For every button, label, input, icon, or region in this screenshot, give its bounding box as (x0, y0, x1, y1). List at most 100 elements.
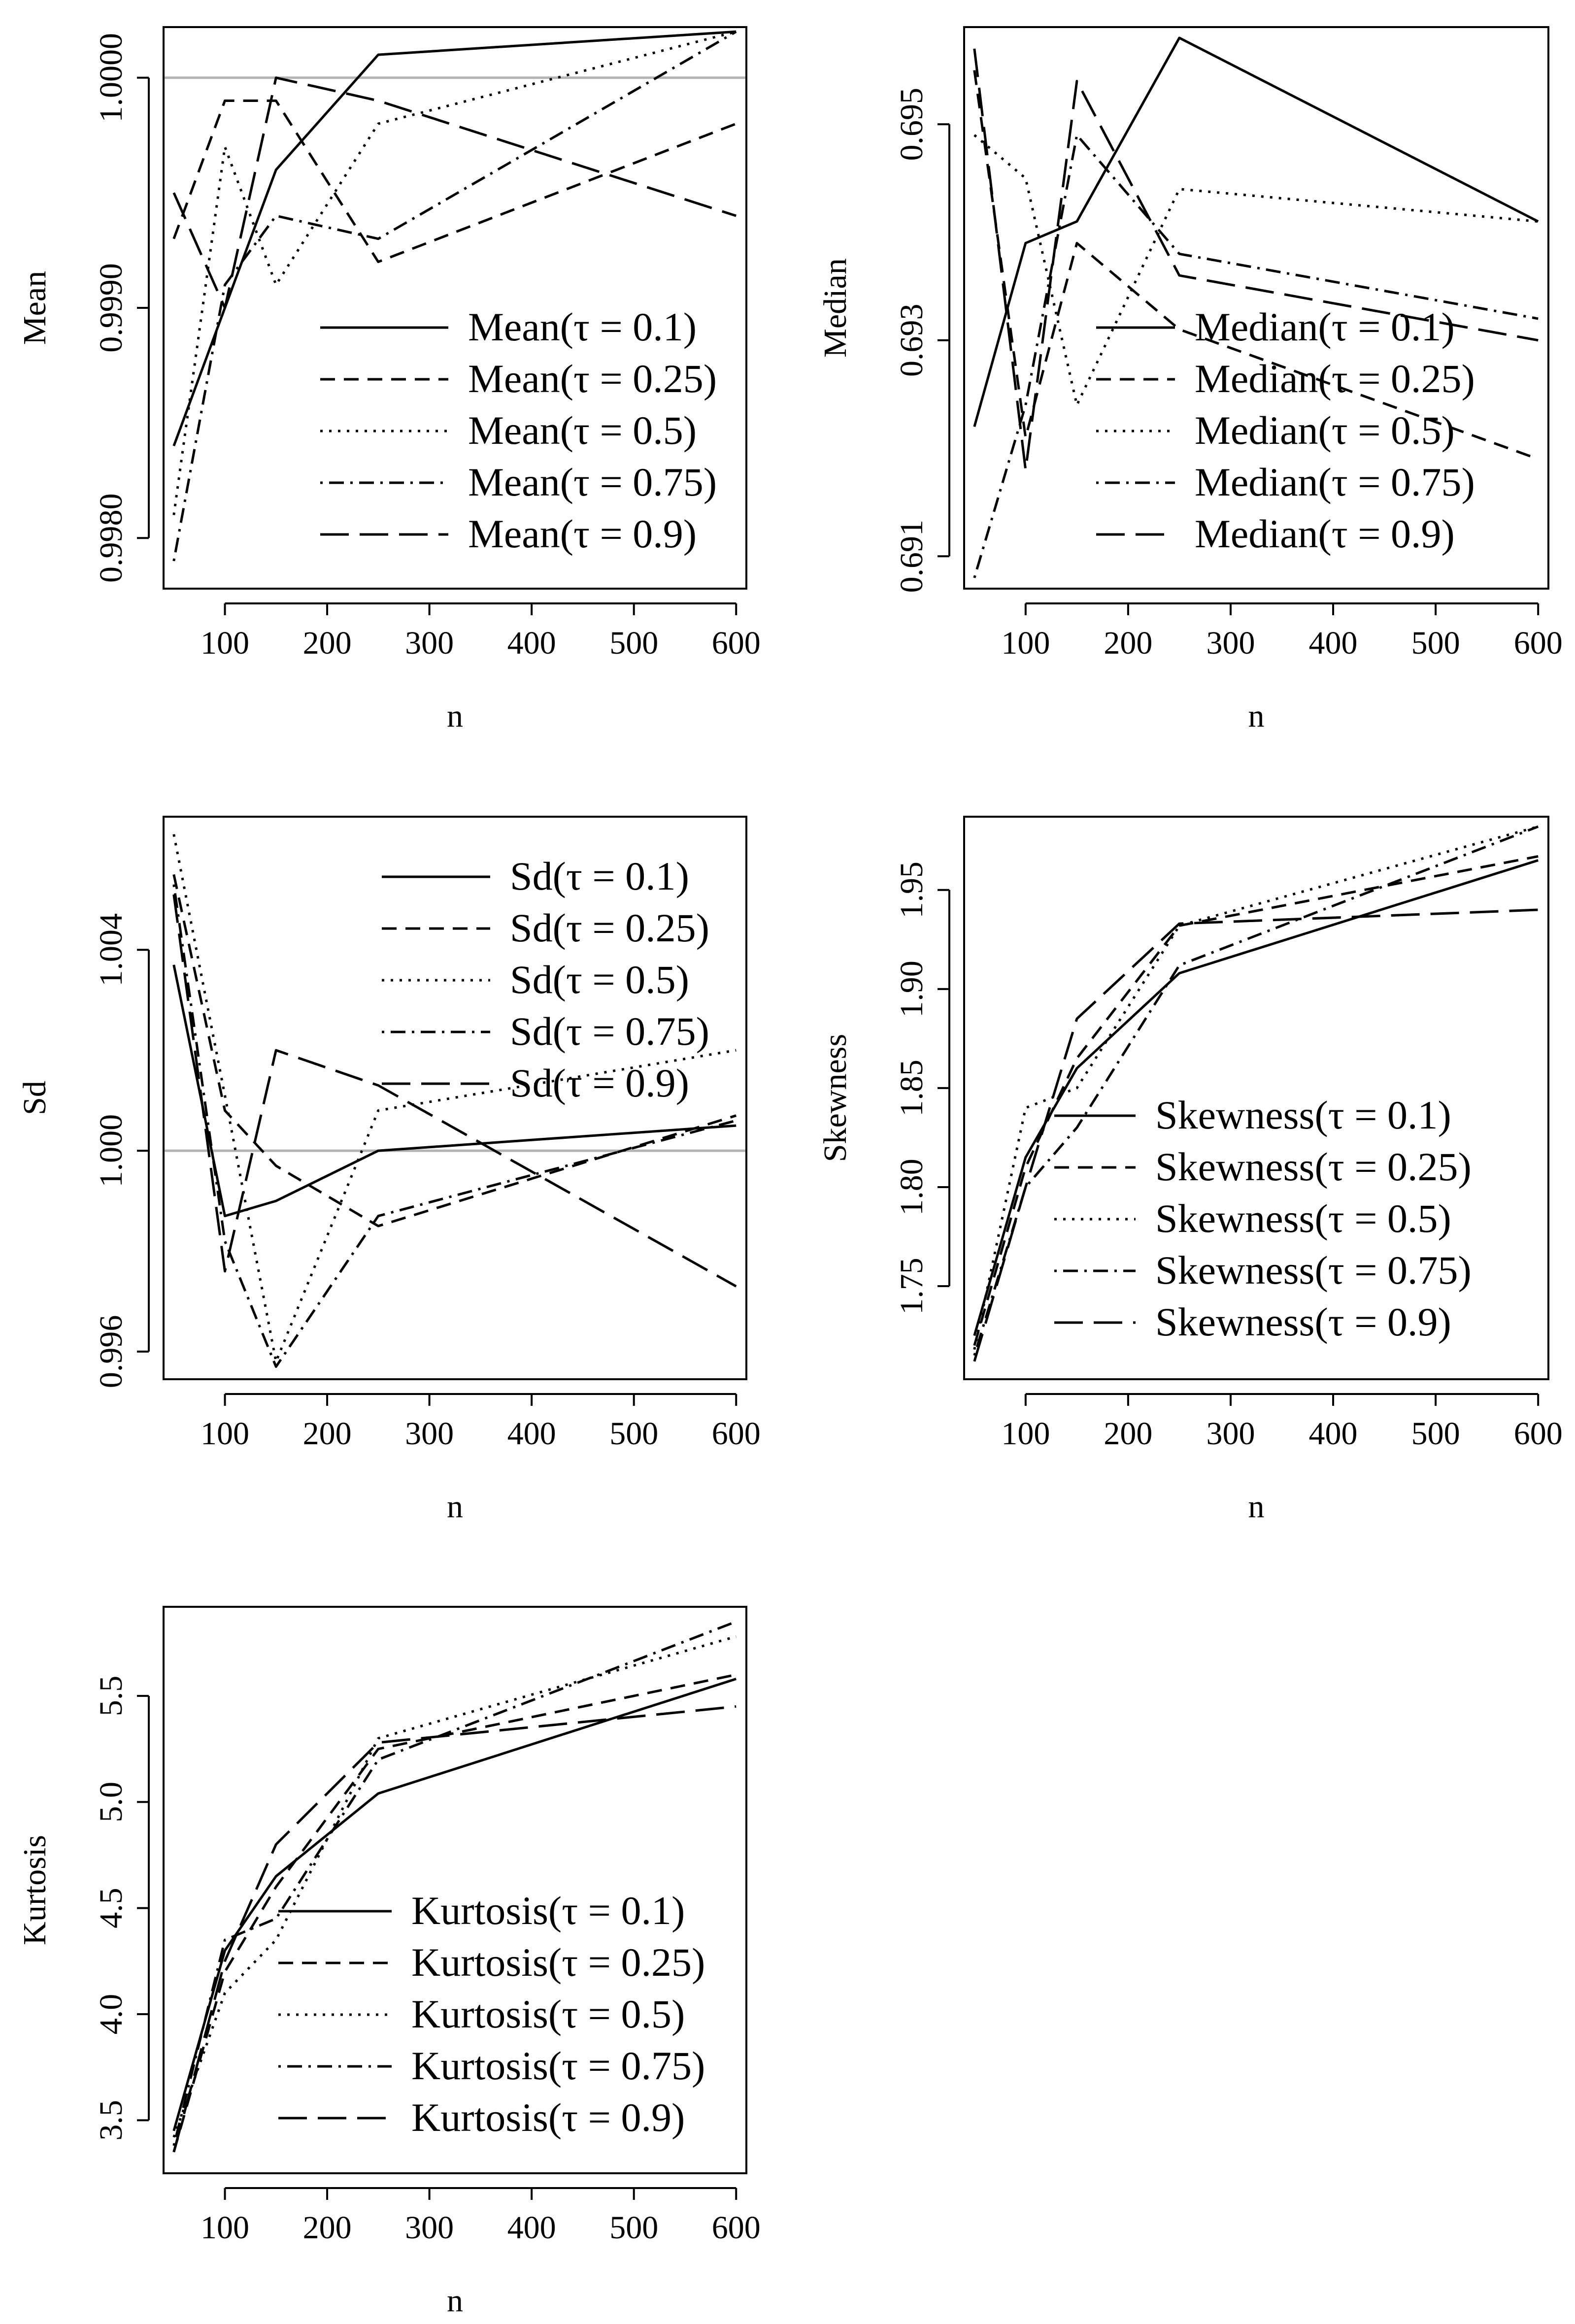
legend-label: Median(τ = 0.9) (1195, 511, 1455, 556)
series-line-kurtosis-1 (172, 1673, 737, 2153)
y-axis-title: Mean (17, 271, 53, 345)
series-line-sd-3 (172, 884, 737, 1368)
y-tick-label: 1.0000 (93, 33, 129, 123)
series-line-mean-1 (172, 100, 737, 264)
y-tick-label: 5.5 (93, 1676, 129, 1717)
x-tick-label: 400 (507, 1416, 556, 1452)
x-tick-label: 200 (303, 2210, 352, 2246)
panel-skewness: 100 200 300 400 500 600 n 1.75 1.80 1.85 1.90 1.95 S… (817, 816, 1563, 1525)
y-tick-label: 5.0 (93, 1782, 129, 1823)
y-axis-title: Skewness (817, 1034, 853, 1162)
x-tick-label: 100 (201, 1416, 249, 1452)
legend-label: Kurtosis(τ = 0.9) (411, 2095, 685, 2140)
legend-label: Skewness(τ = 0.5) (1155, 1196, 1451, 1241)
x-tick-label: 300 (405, 625, 454, 661)
series-line-median-1 (973, 70, 1539, 461)
x-axis-title: n (447, 698, 463, 734)
legend-label: Skewness(τ = 0.1) (1155, 1093, 1451, 1137)
legend-label: Median(τ = 0.5) (1195, 408, 1455, 453)
legend: Sd(τ = 0.1) Sd(τ = 0.25) Sd(τ = 0.5) Sd(τ =… (382, 854, 709, 1105)
series-line-median-4 (973, 48, 1539, 471)
y-tick-label: 1.90 (894, 961, 930, 1017)
y-tick-label: 1.80 (894, 1159, 930, 1216)
series-line-skewness-4 (973, 908, 1539, 1362)
x-tick-label: 400 (507, 625, 556, 661)
series-line-median-0 (973, 36, 1539, 427)
x-tick-label: 400 (1309, 625, 1358, 661)
series-line-skewness-2 (973, 825, 1539, 1350)
y-tick-label: 4.5 (93, 1888, 129, 1928)
series-line-median-3 (973, 133, 1539, 578)
x-tick-label: 300 (405, 1416, 454, 1452)
x-tick-label: 100 (201, 625, 249, 661)
x-tick-label: 200 (1104, 1416, 1152, 1452)
plot-frame (163, 26, 747, 590)
legend-label: Sd(τ = 0.75) (510, 1009, 709, 1054)
series-line-mean-4 (172, 76, 737, 309)
series-line-skewness-1 (973, 855, 1539, 1346)
y-tick-label: 0.9990 (93, 263, 129, 353)
x-axis-title: n (447, 1489, 463, 1525)
x-tick-label: 500 (1411, 1416, 1460, 1452)
series-line-sd-2 (172, 834, 737, 1363)
x-tick-label: 600 (712, 625, 761, 661)
y-axis-title: Kurtosis (17, 1835, 53, 1945)
x-tick-label: 200 (303, 625, 352, 661)
legend-label: Mean(τ = 0.5) (468, 408, 697, 453)
legend-label: Mean(τ = 0.25) (468, 356, 717, 401)
series-line-sd-4 (172, 894, 737, 1288)
panel-kurtosis: 100 200 300 400 500 600 n 3.5 4.0 4.5 5.0 5.5 Kurtos… (17, 1606, 761, 2319)
series-line-kurtosis-4 (172, 1705, 737, 2153)
plot-frame (163, 816, 747, 1380)
panel-mean: 100 200 300 400 500 600 n 0.9980 0.9990 1.0000 Mea… (17, 26, 761, 734)
y-tick-label: 0.9980 (93, 493, 129, 583)
panel-sd: 100 200 300 400 500 600 n 0.996 1.000 1.004 Sd Sd(τ… (17, 816, 761, 1525)
y-tick-label: 1.000 (93, 1114, 129, 1188)
legend-label: Skewness(τ = 0.25) (1155, 1144, 1472, 1189)
series-line-skewness-0 (973, 859, 1539, 1336)
y-tick-label: 0.996 (93, 1315, 129, 1389)
legend-label: Mean(τ = 0.1) (468, 304, 697, 349)
plot-frame (963, 816, 1549, 1380)
legend-label: Sd(τ = 0.9) (510, 1061, 689, 1105)
x-tick-label: 100 (1001, 625, 1050, 661)
x-tick-label: 600 (712, 2210, 761, 2246)
legend-label: Kurtosis(τ = 0.5) (411, 1992, 685, 2036)
panel-median: 100 200 300 400 500 600 n 0.691 0.693 0.695 Median… (817, 26, 1563, 734)
legend-label: Kurtosis(τ = 0.25) (411, 1940, 705, 1985)
x-tick-label: 400 (1309, 1416, 1358, 1452)
legend-label: Mean(τ = 0.75) (468, 460, 717, 504)
legend-label: Sd(τ = 0.1) (510, 854, 689, 898)
x-tick-label: 200 (303, 1416, 352, 1452)
x-tick-label: 500 (609, 2210, 658, 2246)
legend-label: Mean(τ = 0.9) (468, 511, 697, 556)
legend-label: Median(τ = 0.75) (1195, 460, 1475, 504)
legend: Mean(τ = 0.1) Mean(τ = 0.25) Mean(τ = 0.5)… (320, 304, 717, 556)
legend-label: Sd(τ = 0.5) (510, 957, 689, 1002)
x-tick-label: 600 (1514, 1416, 1563, 1452)
series-line-sd-1 (172, 874, 737, 1228)
series-line-skewness-3 (973, 825, 1539, 1356)
x-tick-label: 100 (201, 2210, 249, 2246)
x-axis-title: n (1248, 1489, 1265, 1525)
x-tick-label: 600 (712, 1416, 761, 1452)
x-tick-label: 500 (609, 1416, 658, 1452)
x-tick-label: 600 (1514, 625, 1563, 661)
legend: Median(τ = 0.1) Median(τ = 0.25) Median(τ … (1096, 304, 1475, 556)
legend-label: Skewness(τ = 0.9) (1155, 1299, 1451, 1344)
legend: Kurtosis(τ = 0.1) Kurtosis(τ = 0.25) Kurto… (278, 1888, 705, 2140)
y-tick-label: 0.695 (894, 88, 930, 161)
y-tick-label: 1.85 (894, 1060, 930, 1117)
y-tick-label: 0.691 (894, 520, 930, 593)
plot-frame (163, 1606, 747, 2174)
plot-frame (963, 26, 1549, 590)
x-tick-label: 300 (1206, 625, 1255, 661)
x-axis-title: n (1248, 698, 1265, 734)
series-line-sd-0 (172, 964, 737, 1218)
y-tick-label: 1.95 (894, 862, 930, 919)
x-tick-label: 400 (507, 2210, 556, 2246)
y-tick-label: 1.004 (93, 913, 129, 987)
x-tick-label: 200 (1104, 625, 1152, 661)
